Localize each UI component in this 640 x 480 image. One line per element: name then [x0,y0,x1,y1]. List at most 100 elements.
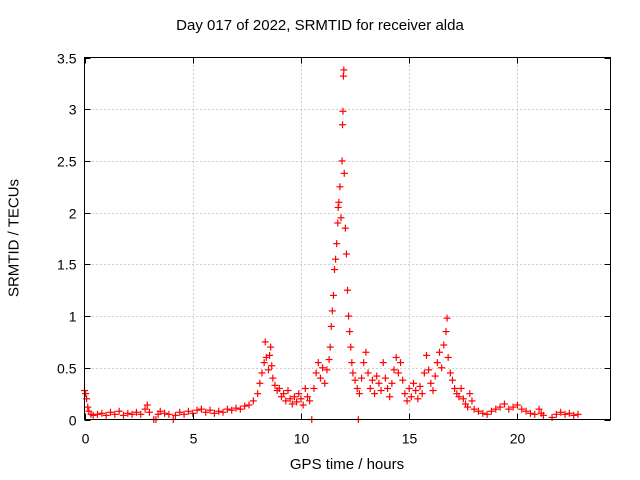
data-point [353,384,361,392]
data-point [407,393,415,401]
data-point [337,214,345,222]
data-point [228,406,236,414]
x-tick-label: 0 [82,431,90,447]
data-point [446,369,454,377]
data-point [326,343,334,351]
data-point [464,403,472,411]
data-point [379,359,387,367]
data-point [394,369,402,377]
data-point [331,266,339,274]
data-point [518,405,526,413]
data-point [306,397,314,405]
data-point [431,372,439,380]
data-point [280,390,288,398]
data-point [557,408,565,416]
data-point [405,384,413,392]
data-point [364,369,372,377]
data-point [266,351,274,359]
data-point [344,286,351,294]
data-point [341,224,349,232]
data-point [531,410,539,418]
data-point [84,403,92,411]
data-point [236,405,244,413]
data-point [232,404,240,412]
data-point [388,379,396,387]
data-point [334,203,342,211]
data-point [339,107,347,115]
data-point [474,407,482,415]
data-point [435,348,443,356]
data-point [334,219,342,227]
data-point [189,409,197,417]
data-point [443,314,451,322]
data-point [98,409,106,417]
data-point [267,343,275,351]
data-point [418,390,426,398]
data-point [111,410,119,418]
data-point [355,390,363,398]
data-points [81,66,582,423]
x-tick-label: 20 [510,431,526,447]
x-axis-label: GPS time / hours [289,456,405,473]
data-point [358,374,366,382]
data-point [297,395,305,403]
data-point [180,410,188,418]
data-point [349,369,357,377]
data-point [410,379,418,387]
data-point [184,407,192,415]
y-tick-label: 1 [69,309,77,325]
data-point [339,121,347,129]
data-point [249,397,257,405]
data-point [193,406,201,414]
data-point [429,387,437,395]
y-tick-label: 3 [69,102,77,118]
data-point [321,379,329,387]
data-point [115,407,123,415]
data-point [128,410,136,418]
data-point [323,366,331,374]
data-point [492,405,500,413]
data-point [347,343,355,351]
data-point [325,356,333,364]
data-point [271,381,279,389]
data-point [401,390,409,398]
y-tick-label: 0.5 [57,361,77,377]
data-point [328,307,336,315]
data-point [522,407,530,415]
data-point [539,411,547,419]
data-point [399,376,407,384]
data-point [442,328,450,336]
x-tick-label: 15 [402,431,418,447]
data-point [310,384,318,392]
data-point [457,384,465,392]
x-tick-label: 10 [294,431,310,447]
data-point [299,401,307,409]
grid-layer [84,57,611,420]
y-tick-label: 0 [69,413,77,429]
data-point [403,397,411,405]
data-point [340,66,348,74]
data-point [202,408,210,416]
data-point [438,364,446,372]
data-point [161,409,169,417]
data-point [165,410,173,418]
data-point [386,393,394,401]
data-point [268,362,276,370]
data-point [513,401,521,409]
data-point [132,408,140,416]
data-point [360,359,368,367]
data-point [552,410,560,418]
data-point [535,405,543,413]
data-point [466,390,474,398]
data-point [345,312,353,320]
data-point [333,240,341,248]
data-point [412,387,420,395]
data-point [141,405,149,413]
data-point [451,384,459,392]
data-point [373,372,381,380]
data-point [312,369,320,377]
data-point [282,397,290,405]
data-point [427,379,435,387]
data-point [390,366,398,374]
